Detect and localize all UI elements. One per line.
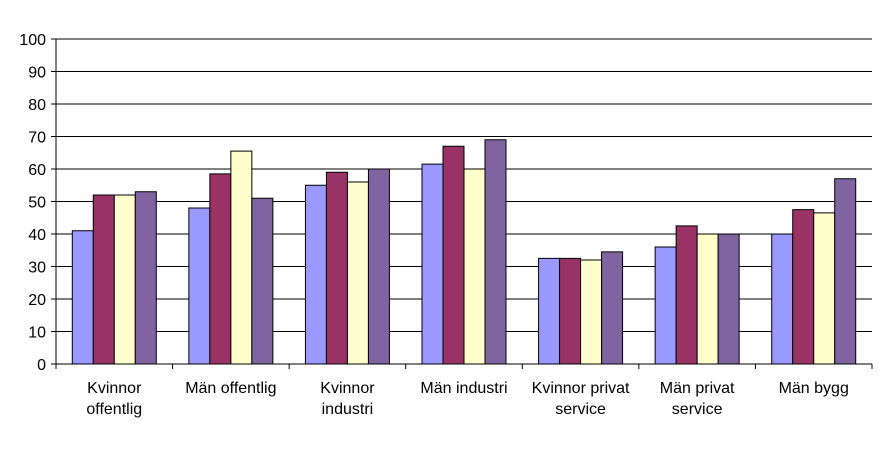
x-category-label: Män bygg xyxy=(779,380,849,397)
x-category-label: industri xyxy=(322,401,374,418)
y-tick-label: 20 xyxy=(28,292,46,309)
bar xyxy=(484,139,507,365)
bar xyxy=(792,209,815,365)
y-tick-label: 10 xyxy=(28,325,46,342)
y-tick-label: 70 xyxy=(28,130,46,147)
bar xyxy=(367,168,390,365)
y-axis-ticks: 0 10 20 30 40 50 60 70 80 90 100 xyxy=(19,32,56,374)
x-category-label: Kvinnor xyxy=(87,380,142,397)
bar xyxy=(675,225,698,365)
bar xyxy=(538,257,561,365)
bar xyxy=(834,178,857,365)
bar xyxy=(346,181,369,365)
y-tick-label: 30 xyxy=(28,260,46,277)
x-category-label: Kvinnor privat xyxy=(532,380,630,397)
bar xyxy=(580,259,603,365)
bar xyxy=(209,173,232,365)
x-axis-labels: Kvinnor offentlig Män offentlig Kvinnor indu… xyxy=(86,380,848,418)
bars xyxy=(71,139,857,365)
bar xyxy=(654,246,677,365)
axes xyxy=(55,39,873,369)
bar xyxy=(696,233,719,365)
x-category-label: Män offentlig xyxy=(185,380,276,397)
y-tick-label: 100 xyxy=(19,32,46,49)
bar xyxy=(188,207,211,365)
bar xyxy=(134,191,157,365)
x-category-label: service xyxy=(672,401,723,418)
bar xyxy=(771,233,794,365)
bar xyxy=(442,145,465,365)
x-category-label: offentlig xyxy=(86,401,142,418)
bar xyxy=(717,233,740,365)
bar xyxy=(559,257,582,365)
y-tick-label: 0 xyxy=(37,357,46,374)
bar xyxy=(421,163,444,365)
bar xyxy=(92,194,115,365)
bar xyxy=(325,171,348,365)
bar xyxy=(304,184,327,365)
bar xyxy=(113,194,136,365)
bar xyxy=(251,197,274,365)
y-tick-label: 50 xyxy=(28,195,46,212)
y-tick-label: 60 xyxy=(28,162,46,179)
bar xyxy=(230,150,253,365)
x-category-label: Kvinnor xyxy=(320,380,375,397)
bar xyxy=(71,230,94,365)
bar xyxy=(601,251,624,365)
x-category-label: Män industri xyxy=(420,380,507,397)
bar xyxy=(463,168,486,365)
y-tick-label: 90 xyxy=(28,65,46,82)
x-category-label: service xyxy=(555,401,606,418)
y-tick-label: 80 xyxy=(28,97,46,114)
y-tick-label: 40 xyxy=(28,227,46,244)
bar xyxy=(813,212,836,365)
x-category-label: Män privat xyxy=(660,380,735,397)
